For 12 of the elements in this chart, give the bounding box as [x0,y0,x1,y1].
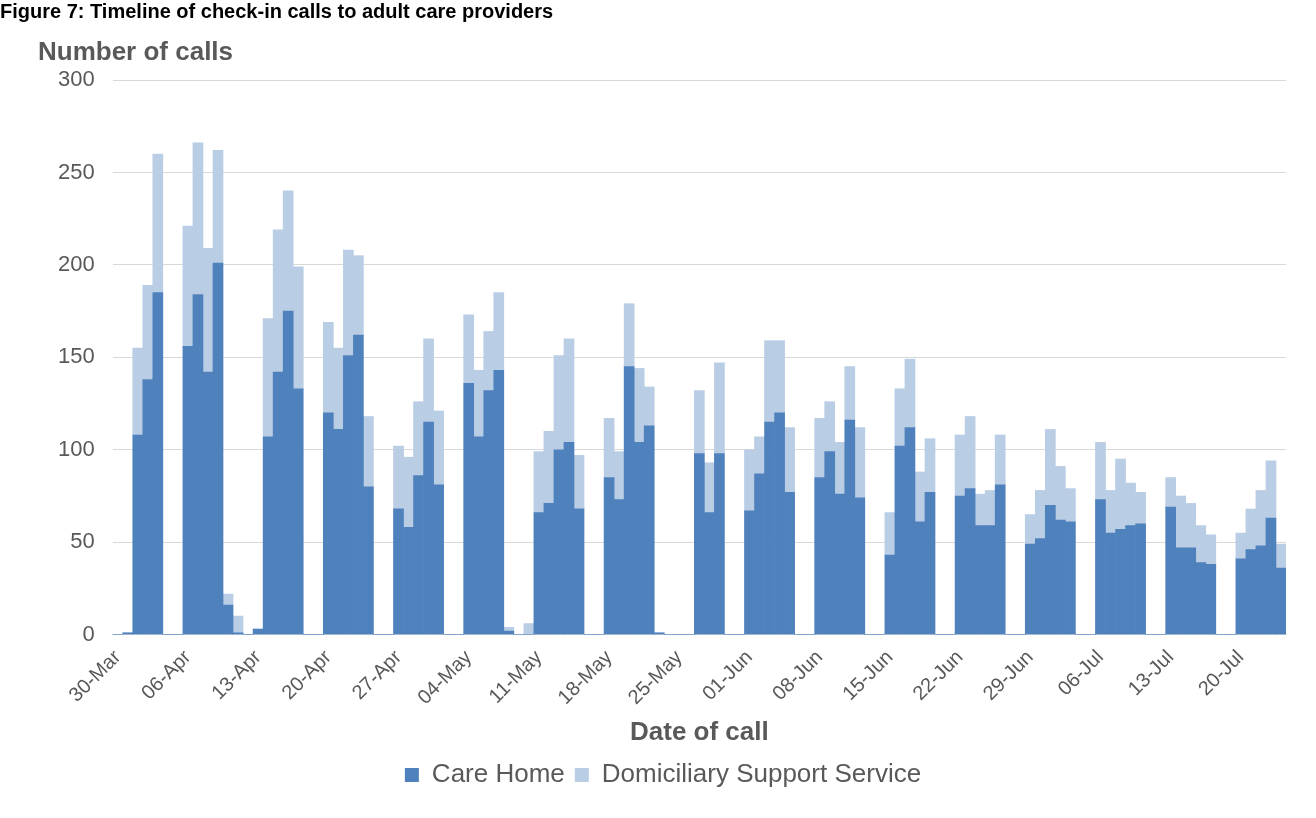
y-tick-label: 0 [82,620,95,646]
y-tick-label: 200 [57,250,95,276]
legend-label: Domiciliary Support Service [601,758,922,789]
y-axis-title: Number of calls [38,36,234,67]
y-tick-label: 50 [70,528,95,554]
y-tick-label: 250 [57,158,95,184]
y-tick-label: 150 [57,343,95,369]
x-axis-title: Date of call [629,715,769,746]
y-tick-label: 300 [57,66,95,92]
y-tick-label: 100 [57,435,95,461]
chart-title: Figure 7: Timeline of check-in calls to adult care providers [0,0,554,23]
legend-label: Care Home [431,758,565,789]
